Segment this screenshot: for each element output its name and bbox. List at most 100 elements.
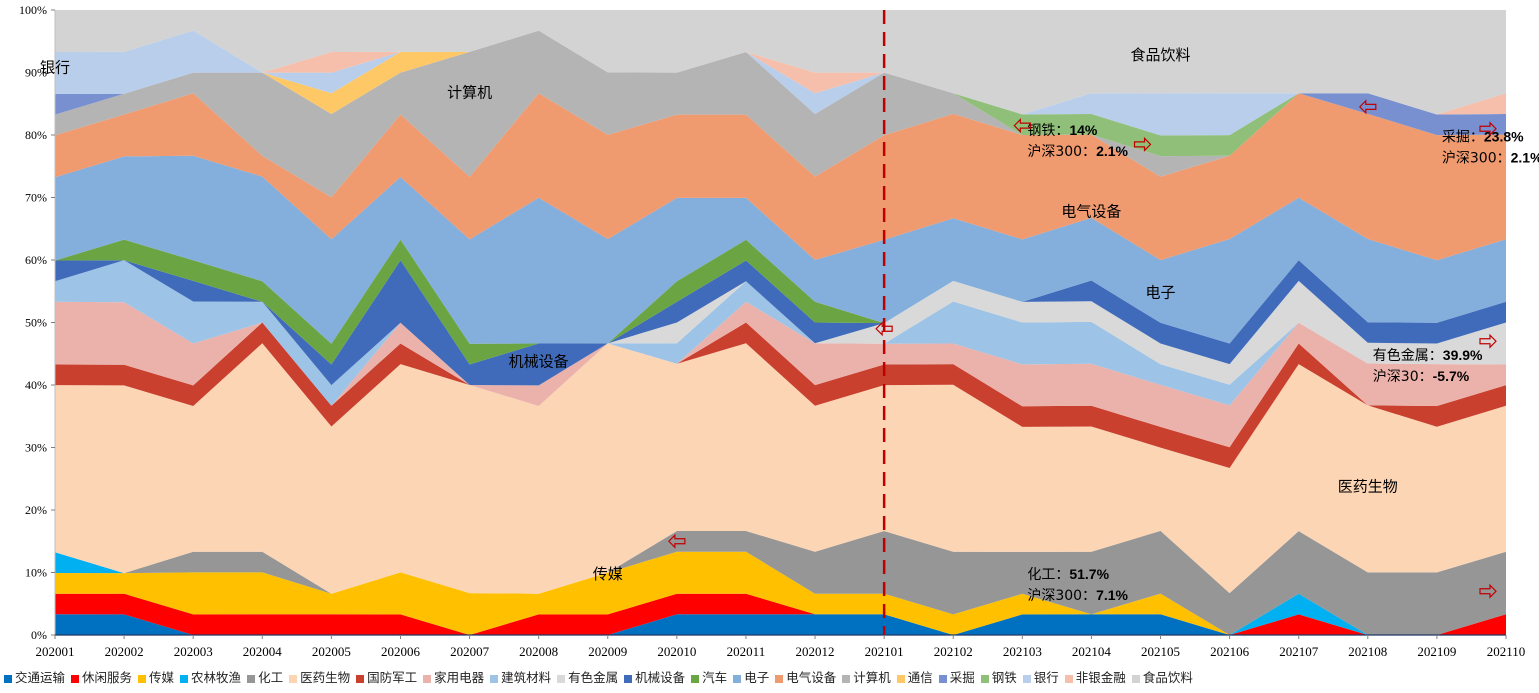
legend-label: 化工 xyxy=(258,670,284,685)
legend-item: 银行 xyxy=(1022,667,1059,686)
arrow-left-icon xyxy=(668,533,686,549)
x-tick-label: 202102 xyxy=(934,644,973,659)
area-series-14 xyxy=(55,30,1506,198)
annotation-text: 沪深30：-5.7% xyxy=(1373,368,1470,385)
legend-label: 银行 xyxy=(1033,670,1059,685)
area-series-7 xyxy=(55,301,1506,448)
legend-swatch xyxy=(980,674,989,683)
legend-label: 休闲服务 xyxy=(82,670,133,685)
x-tick-label: 202107 xyxy=(1279,644,1319,659)
legend-item: 钢铁 xyxy=(980,667,1017,686)
legend-item: 农林牧渔 xyxy=(180,667,241,686)
legend-item: 建筑材料 xyxy=(490,667,551,686)
annotation-text: 化工：51.7% xyxy=(1027,566,1109,583)
y-tick-label: 50% xyxy=(25,316,47,330)
area-layers xyxy=(55,10,1506,635)
legend-swatch xyxy=(490,674,499,683)
series-label: 食品饮料 xyxy=(1131,46,1191,64)
legend-swatch xyxy=(180,674,189,683)
legend-label: 汽车 xyxy=(702,670,728,685)
series-label: 电气设备 xyxy=(1061,202,1121,220)
legend-label: 有色金属 xyxy=(568,670,619,685)
annotation-text: 沪深300：7.1% xyxy=(1027,587,1128,604)
x-tick-label: 202011 xyxy=(727,644,766,659)
legend-label: 采掘 xyxy=(949,670,975,685)
area-series-2 xyxy=(55,551,1506,635)
x-tick-label: 202007 xyxy=(450,644,490,659)
legend-label: 家用电器 xyxy=(434,670,485,685)
x-tick-label: 202002 xyxy=(105,644,144,659)
annotation-text: 沪深300：2.1% xyxy=(1027,143,1128,160)
x-tick-label: 202103 xyxy=(1003,644,1042,659)
legend-label: 国防军工 xyxy=(367,670,418,685)
x-tick-label: 202110 xyxy=(1487,644,1526,659)
legend-item: 有色金属 xyxy=(557,667,618,686)
legend-label: 非银金融 xyxy=(1075,670,1126,685)
area-series-5 xyxy=(55,343,1506,594)
x-tick-label: 202001 xyxy=(36,644,75,659)
series-label: 银行 xyxy=(40,59,70,77)
annotation-text: 钢铁：14% xyxy=(1027,122,1098,139)
y-tick-label: 70% xyxy=(25,191,47,205)
legend-item: 交通运输 xyxy=(4,667,65,686)
legend-item: 休闲服务 xyxy=(71,667,132,686)
arrow-left-icon xyxy=(1358,99,1377,115)
arrow-right-icon xyxy=(1479,121,1497,137)
legend-item: 计算机 xyxy=(842,667,891,686)
legend-label: 通信 xyxy=(907,670,933,685)
area-series-15 xyxy=(55,30,1506,157)
legend: 交通运输 休闲服务 传媒 农林牧渔 化工 医药生物 国防军工 家用电器 建筑材料 有色金属 机械设备… xyxy=(4,667,1199,686)
legend-label: 传媒 xyxy=(149,670,175,685)
area-series-6 xyxy=(55,322,1506,468)
legend-item: 电子 xyxy=(733,667,769,686)
legend-item: 汽车 xyxy=(691,667,727,686)
legend-swatch xyxy=(896,674,905,683)
y-tick-label: 100% xyxy=(19,3,47,17)
legend-swatch xyxy=(938,674,947,683)
legend-swatch xyxy=(733,674,742,683)
x-tick-label: 202105 xyxy=(1141,644,1180,659)
legend-item: 化工 xyxy=(247,667,283,686)
legend-item: 国防军工 xyxy=(356,667,417,686)
x-tick-label: 202101 xyxy=(865,644,904,659)
legend-swatch xyxy=(289,674,298,683)
area-series-8 xyxy=(55,260,1506,406)
area-series-4 xyxy=(55,530,1506,635)
x-tick-label: 202003 xyxy=(174,644,213,659)
y-tick-label: 40% xyxy=(25,378,47,392)
area-series-13 xyxy=(55,93,1506,261)
legend-label: 电子 xyxy=(744,670,770,685)
legend-item: 机械设备 xyxy=(624,667,685,686)
legend-label: 电气设备 xyxy=(786,670,837,685)
arrow-right-icon xyxy=(1133,136,1152,152)
area-series-20 xyxy=(55,10,1506,115)
area-series-12 xyxy=(55,155,1506,344)
legend-swatch xyxy=(4,674,12,683)
annotation-text: 沪深300：2.1% xyxy=(1442,149,1539,166)
y-tick-label: 0% xyxy=(31,628,47,642)
area-series-10 xyxy=(55,260,1506,386)
y-tick-label: 30% xyxy=(25,441,47,455)
legend-swatch xyxy=(138,674,147,683)
legend-swatch xyxy=(775,674,784,683)
legend-label: 医药生物 xyxy=(300,670,351,685)
x-tick-label: 202106 xyxy=(1210,644,1250,659)
legend-swatch xyxy=(557,674,566,683)
area-series-18 xyxy=(55,30,1506,136)
legend-swatch xyxy=(71,674,80,683)
legend-label: 食品饮料 xyxy=(1142,670,1193,685)
legend-item: 通信 xyxy=(896,667,933,686)
legend-item: 电气设备 xyxy=(775,667,836,686)
arrow-left-icon xyxy=(1013,118,1031,134)
legend-item: 食品饮料 xyxy=(1131,667,1193,686)
legend-swatch xyxy=(423,674,432,683)
legend-label: 建筑材料 xyxy=(501,670,552,685)
arrow-right-icon xyxy=(1479,333,1497,349)
legend-item: 采掘 xyxy=(938,667,975,686)
x-tick-label: 202104 xyxy=(1072,644,1112,659)
y-tick-label: 20% xyxy=(25,503,47,517)
axes: 0% 10% 20% 30% 40% 50% 60% 70% 80% 90% 100% 202001 2… xyxy=(19,3,1525,659)
legend-label: 机械设备 xyxy=(635,670,686,685)
x-tick-label: 202109 xyxy=(1417,644,1456,659)
x-tick-label: 202010 xyxy=(657,644,696,659)
